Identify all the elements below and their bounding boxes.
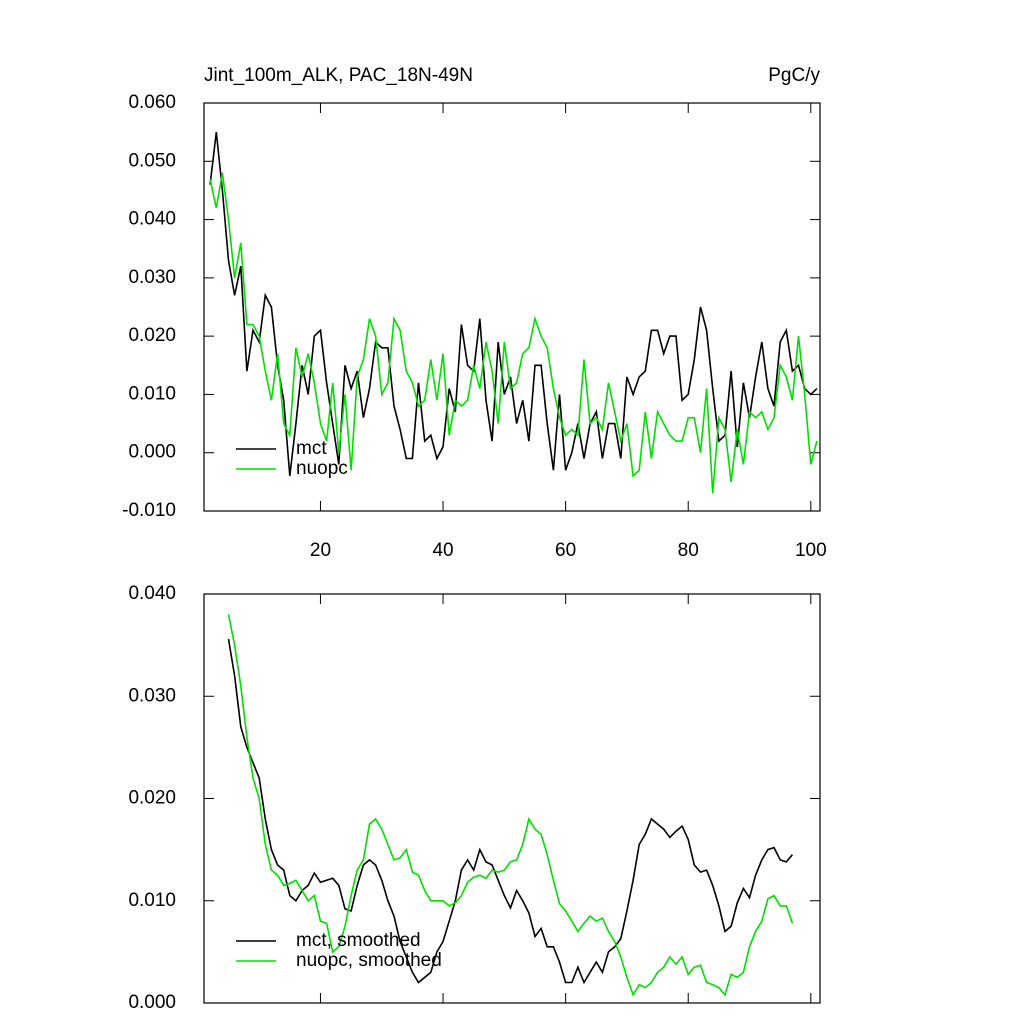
y-tick-label: 0.060 (128, 92, 176, 113)
data-line (227, 614, 794, 997)
y-tick-label: 0.020 (128, 325, 176, 346)
legend-label: mct, smoothed (296, 930, 421, 951)
y-tick-label: 0.010 (128, 890, 176, 911)
x-tick-label: 20 (310, 540, 331, 561)
y-tick-label: 0.040 (128, 583, 176, 604)
legend-label: nuopc (296, 458, 348, 479)
y-tick-label: 0.000 (128, 992, 176, 1013)
y-tick-label: 0.030 (128, 685, 176, 706)
data-line (209, 172, 818, 494)
y-tick-label: 0.000 (128, 442, 176, 463)
legend-label: nuopc, smoothed (296, 950, 442, 971)
units-label: PgC/y (768, 65, 820, 86)
data-line (209, 132, 818, 477)
plot-frame (203, 102, 821, 512)
y-tick-label: -0.010 (122, 500, 176, 521)
chart-title: Jint_100m_ALK, PAC_18N-49N (204, 65, 473, 86)
y-tick-label: 0.030 (128, 267, 176, 288)
x-tick-label: 40 (432, 540, 453, 561)
y-tick-label: 0.020 (128, 788, 176, 809)
x-tick-label: 80 (678, 540, 699, 561)
y-tick-label: 0.040 (128, 209, 176, 230)
x-tick-label: 100 (795, 540, 827, 561)
x-tick-label: 60 (555, 540, 576, 561)
legend-label: mct (296, 438, 327, 459)
data-line (227, 638, 794, 985)
y-tick-label: 0.050 (128, 150, 176, 171)
y-tick-label: 0.010 (128, 383, 176, 404)
